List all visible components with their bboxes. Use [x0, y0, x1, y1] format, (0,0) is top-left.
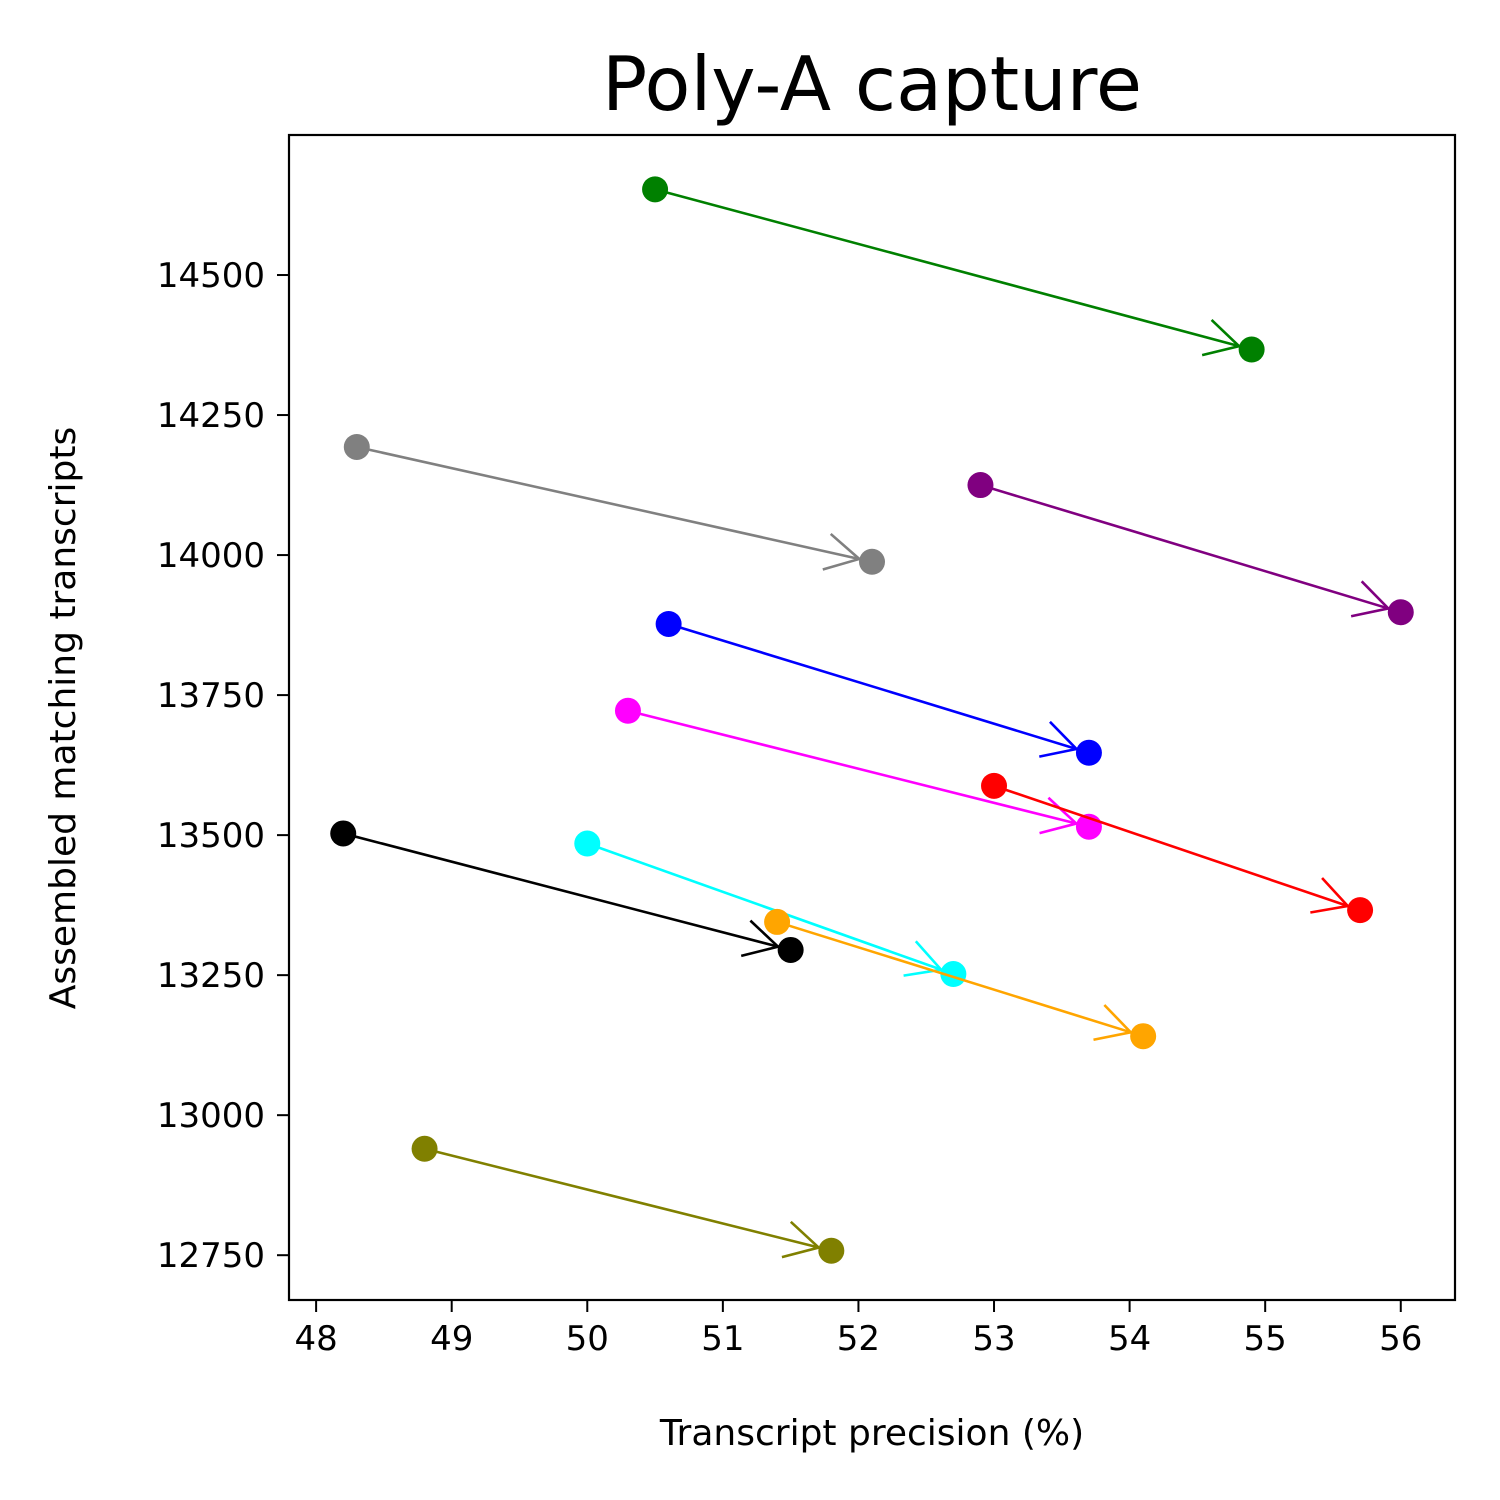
- x-tick-label: 56: [1379, 1319, 1422, 1359]
- x-tick-label: 49: [430, 1319, 473, 1359]
- x-tick-label: 52: [837, 1319, 880, 1359]
- y-tick-label: 13750: [157, 676, 265, 716]
- series-7: [330, 820, 804, 963]
- chart-marks: [330, 176, 1414, 1264]
- series-9: [764, 908, 1157, 1050]
- y-tick-label: 13250: [157, 956, 265, 996]
- start-point: [614, 697, 641, 724]
- y-tick-label: 13000: [157, 1096, 265, 1136]
- x-axis-ticks: 48 49 50 51 52 53 54 55 56: [294, 1300, 1422, 1359]
- end-point: [1387, 599, 1414, 626]
- start-point: [967, 472, 994, 499]
- x-tick-label: 50: [566, 1319, 609, 1359]
- series-10: [411, 1135, 845, 1264]
- start-point: [981, 772, 1008, 799]
- x-tick-label: 55: [1244, 1319, 1287, 1359]
- x-axis-label: Transcript precision (%): [659, 1413, 1084, 1454]
- end-point: [940, 961, 967, 988]
- y-tick-label: 14000: [157, 536, 265, 576]
- arrow-shaft: [993, 784, 1349, 908]
- end-point: [1347, 897, 1374, 924]
- start-point: [655, 610, 682, 637]
- end-point: [777, 936, 804, 963]
- x-tick-label: 51: [701, 1319, 744, 1359]
- y-tick-label: 14250: [157, 396, 265, 436]
- arrow-shaft: [980, 483, 1389, 610]
- start-point: [343, 433, 370, 460]
- chart-title: Poly-A capture: [602, 40, 1142, 128]
- series-8: [574, 830, 967, 988]
- arrow-shaft: [356, 445, 860, 561]
- arrow-shaft: [668, 622, 1077, 751]
- start-point: [764, 908, 791, 935]
- y-axis-ticks: 12750 13000 13250 13500 13750 14000 14250 14500: [157, 256, 289, 1276]
- start-point: [411, 1135, 438, 1162]
- start-point: [642, 176, 669, 203]
- end-point: [1075, 739, 1102, 766]
- arrow-shaft: [342, 832, 779, 948]
- arrow-shaft: [627, 709, 1077, 825]
- arrow-head: [1201, 318, 1242, 357]
- start-point: [330, 820, 357, 847]
- end-point: [818, 1237, 845, 1264]
- start-point: [574, 830, 601, 857]
- series-2: [343, 433, 885, 575]
- series-3: [967, 472, 1414, 626]
- x-tick-label: 54: [1108, 1319, 1151, 1359]
- arrow-head: [1310, 877, 1351, 914]
- arrow-shaft: [424, 1147, 820, 1249]
- arrow-head: [822, 532, 862, 571]
- y-tick-label: 12750: [157, 1236, 265, 1276]
- y-tick-label: 14500: [157, 256, 265, 296]
- y-tick-label: 13500: [157, 816, 265, 856]
- x-tick-label: 48: [294, 1319, 337, 1359]
- series-4: [655, 610, 1102, 766]
- plot-frame: [287, 133, 1457, 1302]
- series-1: [642, 176, 1265, 363]
- arrow-head: [740, 919, 781, 958]
- x-tick-label: 53: [972, 1319, 1015, 1359]
- y-axis-label: Assembled matching transcripts: [43, 427, 84, 1010]
- arrow-shaft: [654, 188, 1240, 348]
- arrow-shaft: [586, 842, 942, 971]
- arrow-shaft: [776, 920, 1132, 1034]
- end-point: [859, 548, 885, 575]
- end-point: [1238, 336, 1265, 363]
- series-6: [981, 772, 1374, 924]
- arrow-head: [1093, 1004, 1134, 1042]
- end-point: [1130, 1023, 1157, 1050]
